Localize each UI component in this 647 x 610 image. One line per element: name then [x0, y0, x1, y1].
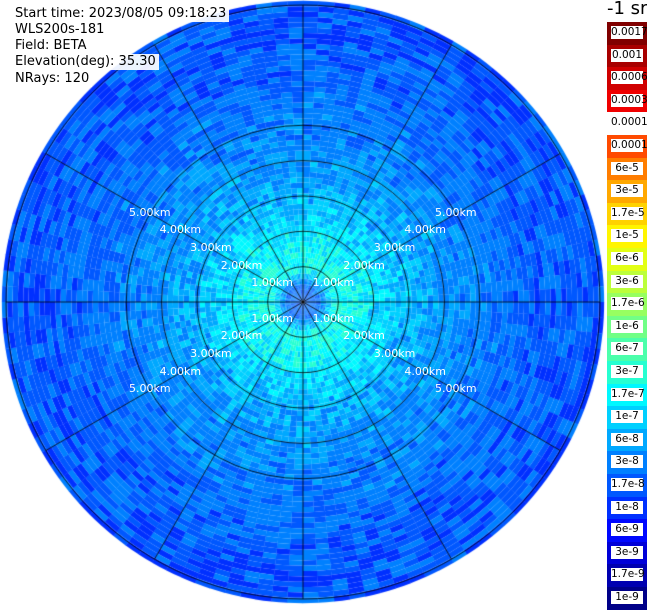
colorbar-label: 3e-6 [611, 274, 643, 288]
range-ring-label: 2.00km [220, 329, 263, 343]
colorbar-label: 6e-6 [611, 252, 643, 265]
range-ring-label: 3.00km [190, 240, 232, 254]
range-ring-label: 2.00km [220, 258, 263, 272]
colorbar-label: 0.0017 [611, 26, 647, 39]
range-ring-label: 1.00km [251, 311, 293, 325]
colorbar-label: 1.7e-9 [611, 568, 645, 582]
colorbar-label: 1e-5 [611, 229, 643, 243]
colorbar-label: 3e-9 [611, 545, 643, 559]
colorbar-label: 0.00017 [611, 116, 647, 130]
range-ring-label: 3.00km [190, 347, 232, 360]
range-ring-label: 4.00km [159, 364, 202, 378]
colorbar-label: 1.7e-8 [611, 478, 645, 491]
colorbar-label: 1.7e-7 [611, 387, 645, 401]
range-ring-label: 4.00km [404, 364, 446, 378]
colorbar-label: 3e-5 [611, 184, 643, 198]
colorbar-label: 1e-7 [611, 410, 643, 424]
range-ring-label: 5.00km [435, 205, 477, 219]
colorbar-label: 6e-7 [611, 342, 643, 356]
colorbar-label: 0.0001 [611, 139, 647, 152]
colorbar-label: 0.0003 [611, 93, 647, 107]
colorbar-label: 0.0006 [611, 71, 647, 85]
colorbar-label: 1e-9 [611, 591, 643, 604]
colorbar-label: 1e-8 [611, 500, 643, 514]
colorbar-label: 6e-5 [611, 161, 643, 175]
colorbar-label: 6e-8 [611, 432, 643, 446]
colorbar-label: 3e-7 [611, 365, 643, 378]
colorbar-label: 0.001 [611, 48, 643, 62]
colorbar-label: 1.7e-6 [611, 297, 645, 311]
device-label: WLS200s-181 [12, 22, 108, 38]
colorbar-title: -1 sr [607, 0, 647, 19]
elevation-label: Elevation(deg): 35.30 [12, 54, 159, 70]
range-ring-label: 4.00km [159, 223, 202, 237]
range-ring-label: 4.00km [404, 223, 446, 237]
range-ring-label: 1.00km [251, 276, 293, 290]
range-ring-label: 3.00km [373, 240, 416, 254]
start-time-label: Start time: 2023/08/05 09:18:23 [12, 6, 230, 22]
colorbar-label: 3e-8 [611, 455, 643, 469]
colorbar-label: 1e-6 [611, 319, 643, 333]
nrays-label: NRays: 120 [12, 71, 93, 87]
range-ring-label: 1.00km [312, 311, 355, 325]
field-label: Field: BETA [12, 38, 90, 54]
range-ring-label: 2.00km [343, 329, 385, 343]
range-ring-label: 5.00km [435, 382, 477, 396]
range-ring-label: 3.00km [373, 347, 416, 360]
colorbar-label: 1.7e-5 [611, 206, 645, 220]
range-ring-label: 5.00km [128, 205, 171, 219]
range-ring-label: 5.00km [128, 382, 171, 396]
range-ring-label: 2.00km [343, 258, 385, 272]
colorbar-label: 6e-9 [611, 523, 643, 537]
range-ring-label: 1.00km [312, 276, 355, 290]
